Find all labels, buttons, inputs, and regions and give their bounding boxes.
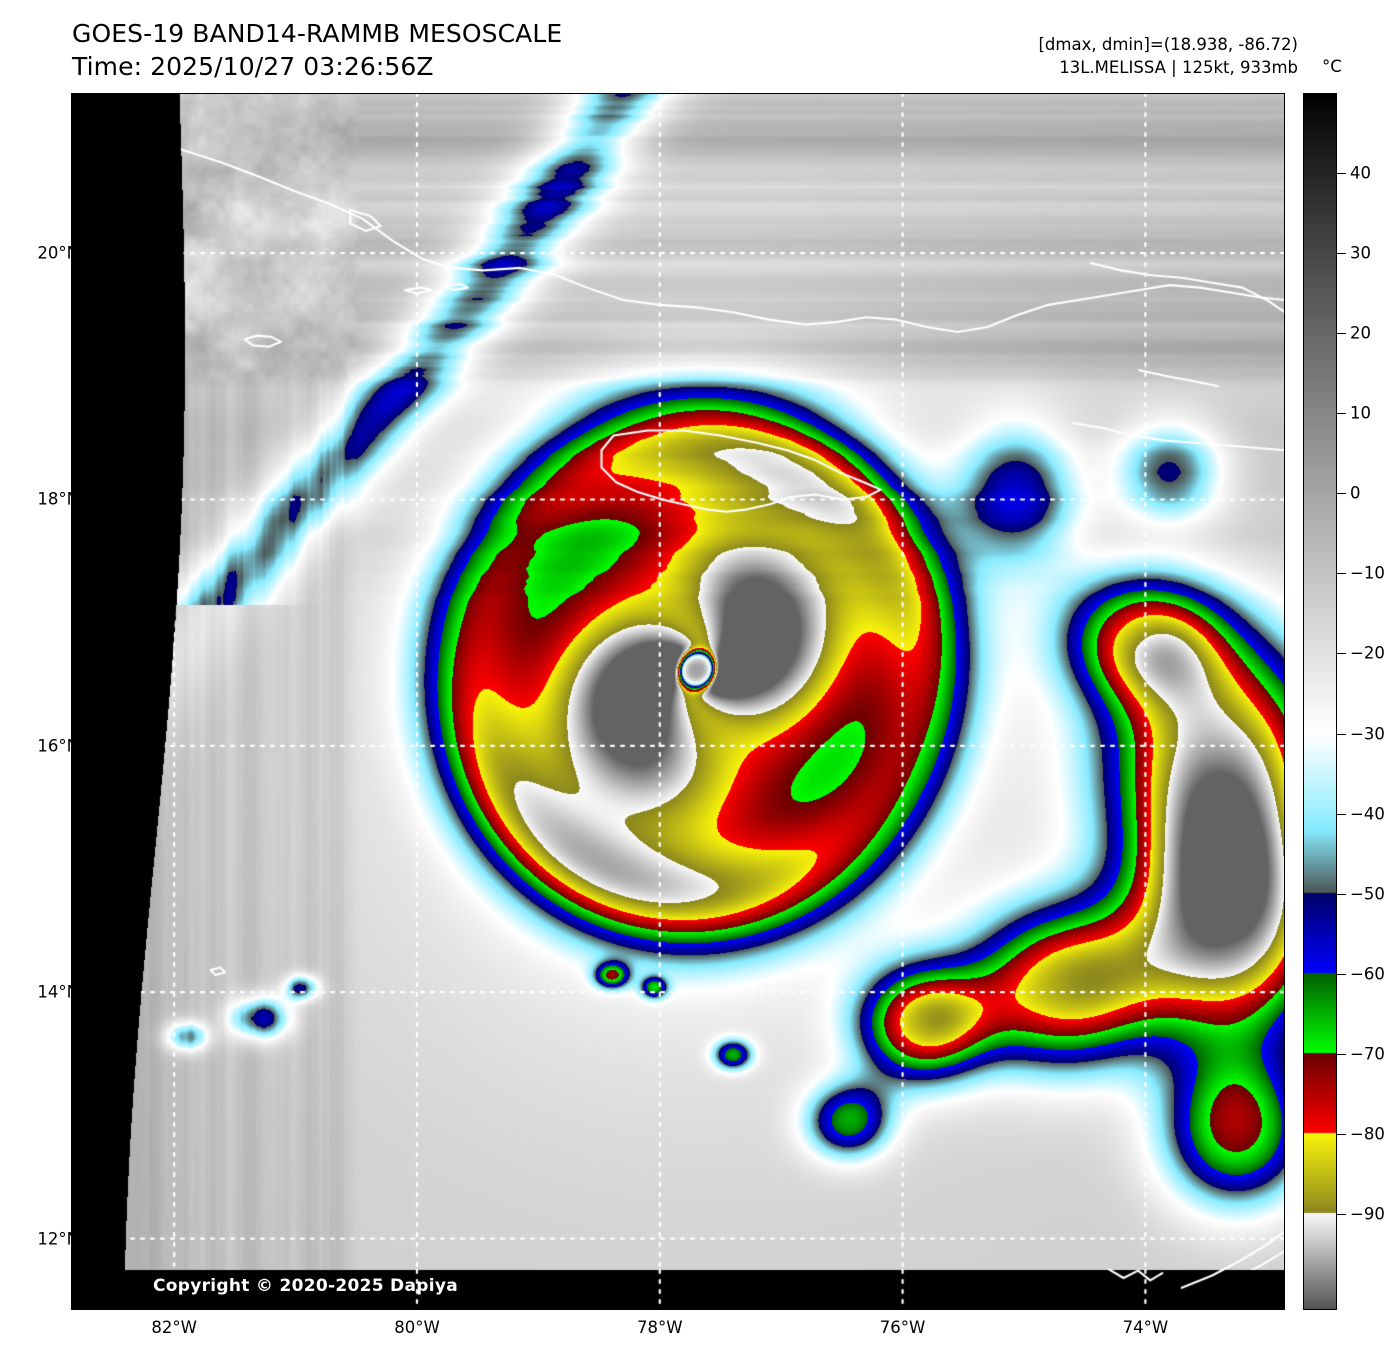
y-axis-tick-20N: 20°N <box>37 243 79 263</box>
colorbar-tick-mark <box>1337 653 1346 655</box>
colorbar-tick-mark <box>1337 1213 1346 1215</box>
figure-title-block: GOES-19 BAND14-RAMMB MESOSCALE Time: 202… <box>72 18 562 83</box>
colorbar-tick-mark <box>1337 893 1346 895</box>
colorbar-tick-mark <box>1337 333 1346 335</box>
colorbar-tick-mark <box>1337 253 1346 255</box>
colorbar-tick-mark <box>1337 1133 1346 1135</box>
colorbar-tick-label-40: 40 <box>1350 163 1371 183</box>
colorbar-tick-label-30: 30 <box>1350 243 1371 263</box>
infrared-satellite-image <box>71 93 1285 1310</box>
colorbar-tick-label-neg40: −40 <box>1350 804 1385 824</box>
satellite-imagery-panel: Copyright © 2020-2025 Dapiya <box>71 93 1285 1310</box>
colorbar-tick-label-neg90: −90 <box>1350 1204 1385 1224</box>
colorbar-tick-label-0: 0 <box>1350 483 1361 503</box>
y-axis-tick-16N: 16°N <box>37 736 79 756</box>
x-axis-tick-80W: 80°W <box>394 1318 440 1337</box>
colorbar-tick-label-10: 10 <box>1350 403 1371 423</box>
figure-annotation-block: [dmax, dmin]=(18.938, -86.72) 13L.MELISS… <box>1039 33 1299 80</box>
x-axis-tick-78W: 78°W <box>637 1318 683 1337</box>
colorbar-tick-mark <box>1337 173 1346 175</box>
y-axis-tick-14N: 14°N <box>37 982 79 1002</box>
y-axis-tick-12N: 12°N <box>37 1229 79 1249</box>
colorbar-gradient <box>1304 94 1336 1309</box>
page-title: GOES-19 BAND14-RAMMB MESOSCALE <box>72 19 563 48</box>
colorbar-tick-mark <box>1337 1053 1346 1055</box>
colorbar-unit-label: °C <box>1322 57 1342 76</box>
x-axis-tick-82W: 82°W <box>151 1318 197 1337</box>
colorbar-tick-mark <box>1337 573 1346 575</box>
colorbar-tick-label-neg60: −60 <box>1350 964 1385 984</box>
copyright-notice: Copyright © 2020-2025 Dapiya <box>153 1276 458 1296</box>
colorbar-tick-label-neg20: −20 <box>1350 643 1385 663</box>
x-axis-tick-74W: 74°W <box>1122 1318 1169 1337</box>
dmax-dmin-label: [dmax, dmin]=(18.938, -86.72) <box>1038 35 1299 54</box>
colorbar-tick-mark <box>1337 733 1346 735</box>
x-axis-tick-76W: 76°W <box>879 1318 926 1337</box>
timestamp-label: Time: 2025/10/27 03:26:56Z <box>72 51 434 81</box>
colorbar <box>1303 93 1337 1310</box>
colorbar-tick-label-20: 20 <box>1350 323 1371 343</box>
colorbar-tick-label-neg30: −30 <box>1350 724 1385 744</box>
colorbar-tick-label-neg50: −50 <box>1350 884 1385 904</box>
storm-info-label: 13L.MELISSA | 125kt, 933mb <box>1059 58 1298 78</box>
colorbar-tick-mark <box>1337 973 1346 975</box>
colorbar-tick-label-neg80: −80 <box>1350 1124 1385 1144</box>
colorbar-tick-mark <box>1337 493 1346 495</box>
colorbar-tick-label-neg10: −10 <box>1350 563 1385 583</box>
colorbar-tick-mark <box>1337 413 1346 415</box>
colorbar-tick-label-neg70: −70 <box>1350 1044 1385 1064</box>
colorbar-tick-mark <box>1337 813 1346 815</box>
y-axis-tick-18N: 18°N <box>37 489 79 509</box>
